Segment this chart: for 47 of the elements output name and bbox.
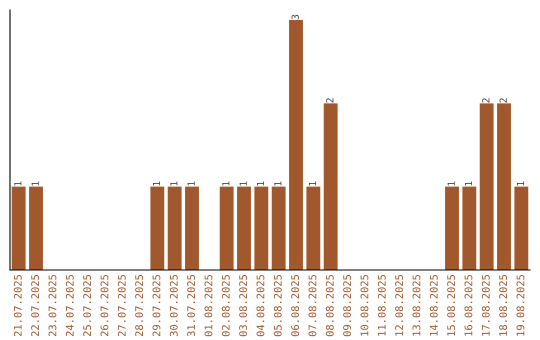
data-label: 1 [274, 181, 282, 186]
x-tick-label: 12.08.2025 [395, 275, 404, 336]
data-label: 1 [256, 181, 264, 186]
data-label: 1 [152, 181, 160, 186]
x-tick-label: 29.07.2025 [152, 275, 160, 336]
x-tick-label: 21.07.2025 [14, 275, 22, 336]
data-label: 1 [448, 181, 455, 186]
x-tick-label: 18.08.2025 [499, 275, 508, 336]
data-label: 2 [326, 98, 334, 103]
data-label: 1 [308, 181, 316, 186]
x-tick-label: 05.08.2025 [274, 275, 282, 336]
x-tick-label: 09.08.2025 [343, 275, 352, 336]
x-tick-label: 31.07.2025 [187, 275, 196, 336]
x-tick-label: 08.08.2025 [326, 275, 334, 336]
x-tick-label: 13.08.2025 [412, 275, 420, 336]
x-tick-label: 02.08.2025 [222, 275, 230, 336]
x-tick-label: 11.08.2025 [378, 275, 386, 336]
x-tick-label: 16.08.2025 [464, 275, 472, 336]
x-tick-label: 15.08.2025 [447, 275, 456, 336]
data-label: 1 [32, 181, 39, 186]
data-label: 1 [170, 181, 178, 186]
x-tick-label: 27.07.2025 [118, 275, 126, 336]
x-tick-label: 22.07.2025 [31, 275, 40, 336]
data-label: 2 [482, 98, 490, 103]
x-tick-label: 28.07.2025 [135, 275, 144, 336]
x-tick-label: 03.08.2025 [239, 275, 248, 336]
x-tick-label: 04.08.2025 [256, 275, 264, 336]
x-tick-label: 06.08.2025 [291, 275, 300, 336]
x-tick-label: 23.07.2025 [48, 275, 56, 336]
data-label: 1 [14, 181, 22, 186]
data-label: 1 [188, 181, 195, 186]
x-tick-label: 24.07.2025 [66, 275, 74, 336]
x-tick-label: 26.07.2025 [100, 275, 108, 336]
data-label: 1 [222, 181, 230, 186]
x-tick-label: 25.07.2025 [83, 275, 92, 336]
data-label: 1 [240, 181, 247, 186]
x-tick-label: 01.08.2025 [204, 275, 212, 336]
data-label: 1 [516, 181, 524, 186]
x-tick-label: 30.07.2025 [170, 275, 178, 336]
data-label: 1 [464, 181, 472, 186]
x-tick-label: 14.08.2025 [430, 275, 438, 336]
data-label: 2 [499, 98, 507, 103]
x-tick-label: 17.08.2025 [482, 275, 490, 336]
x-tick-label: 10.08.2025 [360, 275, 368, 336]
x-tick-label: 07.08.2025 [308, 275, 316, 336]
x-tick-label: 19.08.2025 [516, 275, 524, 336]
data-label: 3 [291, 14, 299, 20]
